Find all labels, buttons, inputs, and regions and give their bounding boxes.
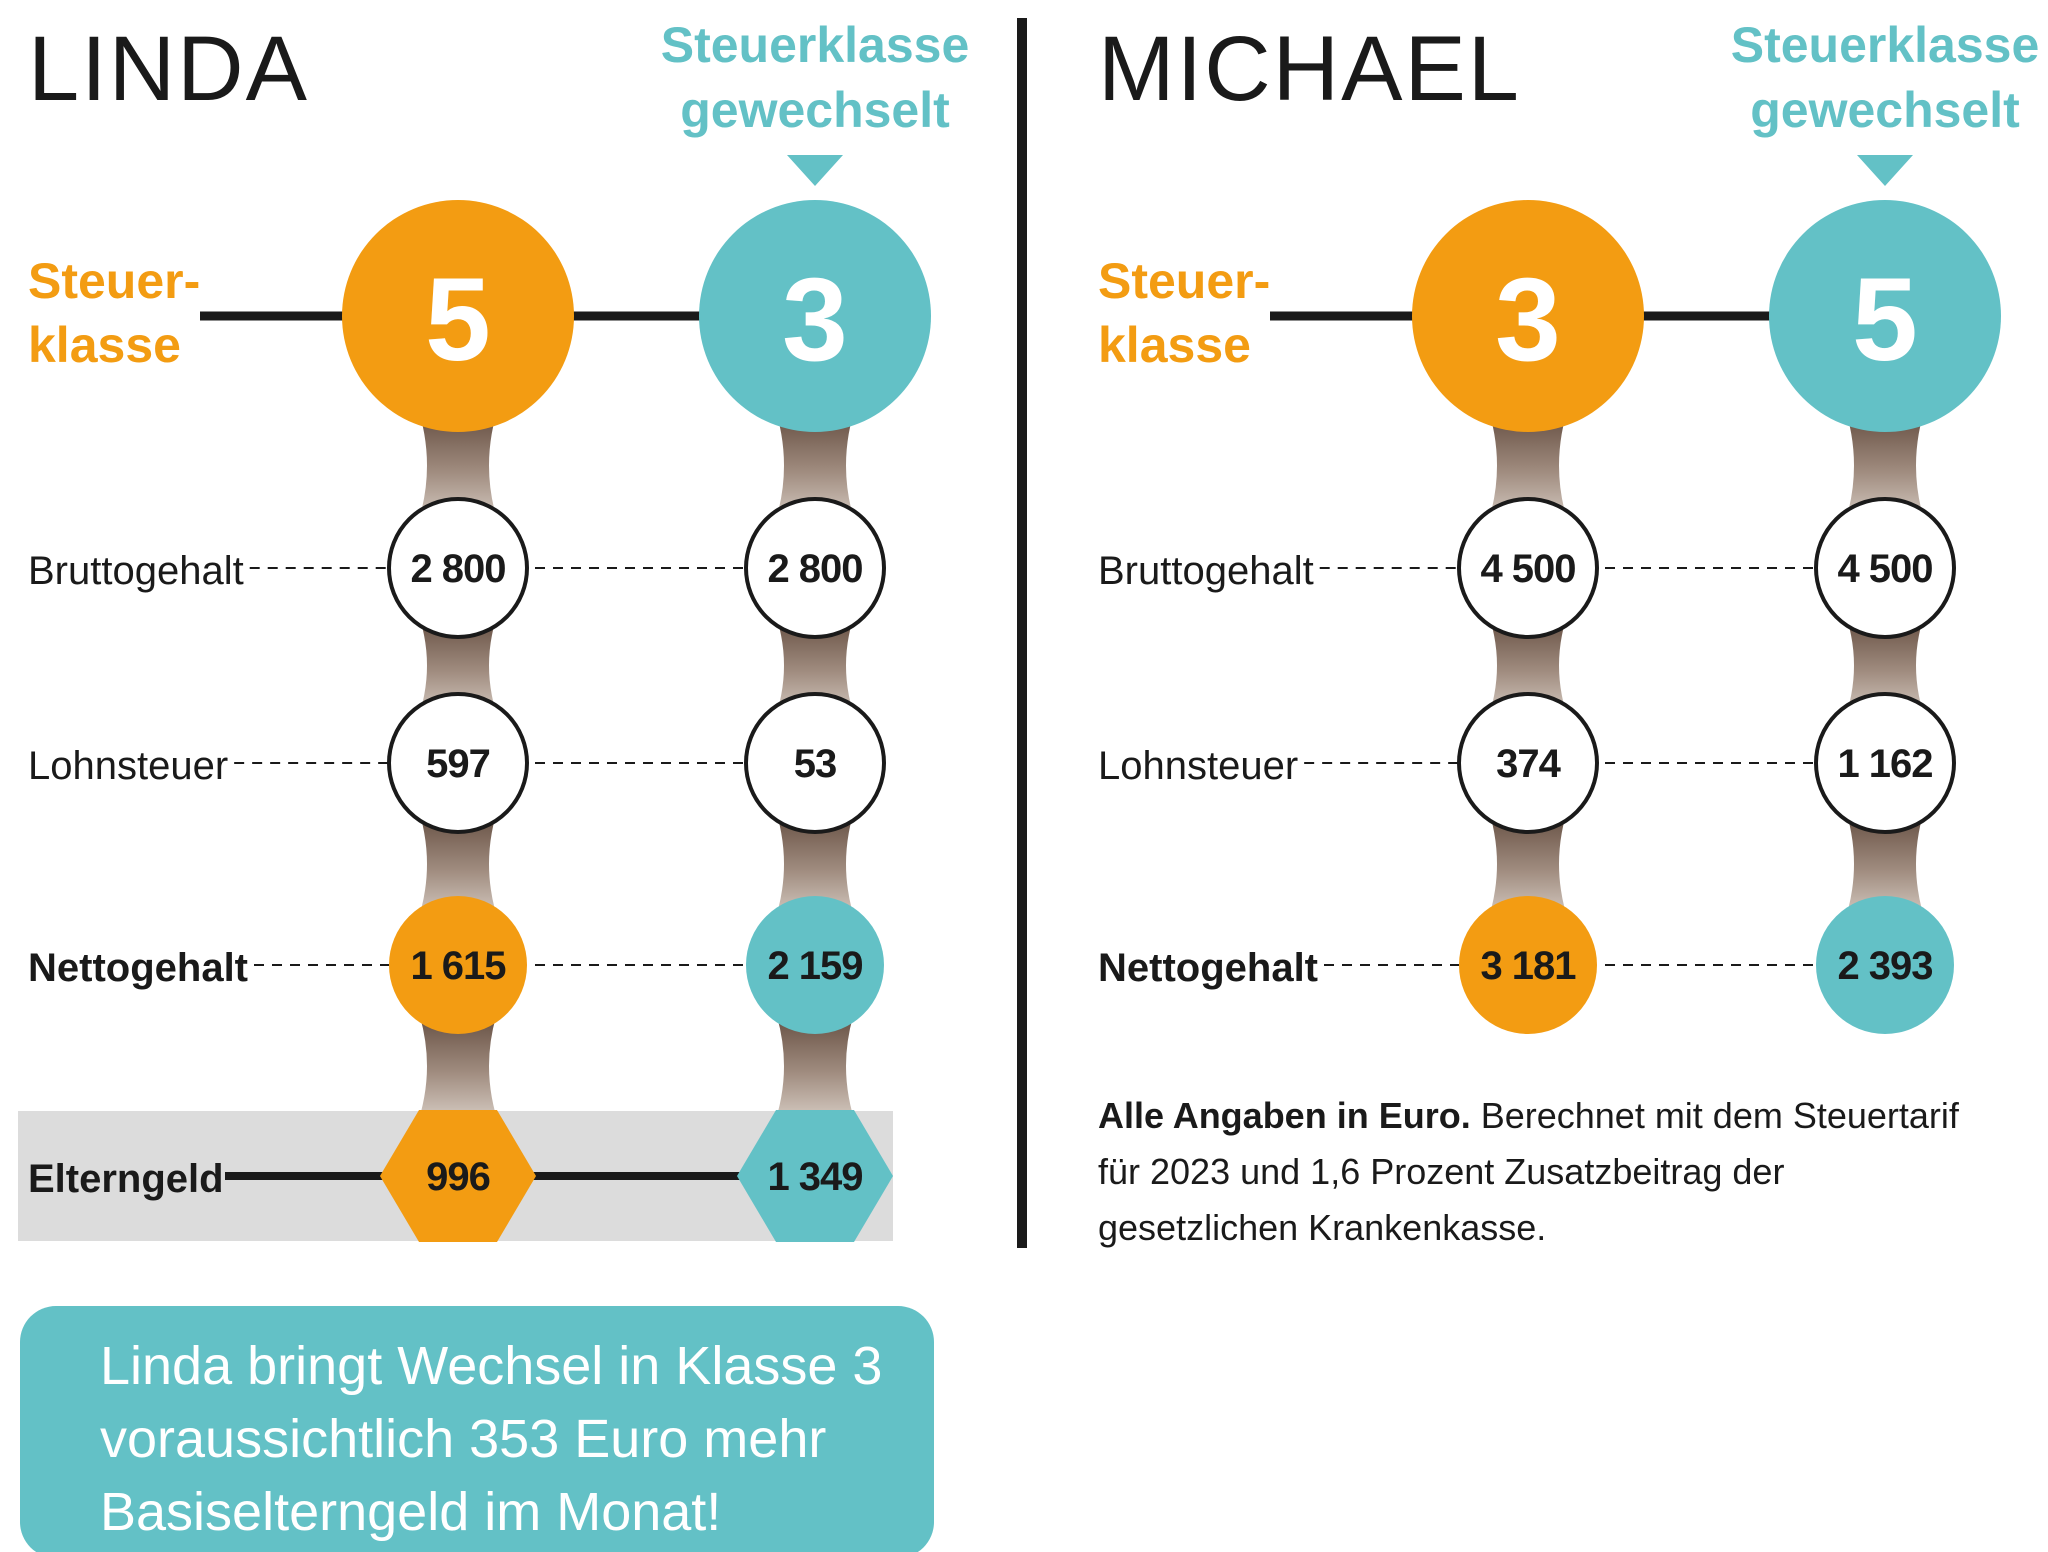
connector xyxy=(1843,402,1927,529)
value-circle xyxy=(744,692,886,834)
footnote-text: Berechnet mit dem Steuertarif xyxy=(1471,1095,1960,1136)
value-circle xyxy=(1459,896,1597,1034)
connector xyxy=(773,402,857,529)
connector xyxy=(416,607,500,724)
connector xyxy=(773,607,857,724)
panel-title: MICHAEL xyxy=(1098,18,1521,120)
value-circle xyxy=(746,896,884,1034)
class-circle xyxy=(1412,200,1644,432)
pointer-triangle xyxy=(1857,155,1913,186)
class-number: 3 xyxy=(782,254,848,386)
row-label: Lohnsteuer xyxy=(1098,744,1298,788)
value-circle xyxy=(389,896,527,1034)
value-label: 2 800 xyxy=(410,547,505,591)
connector xyxy=(1486,402,1570,529)
value-label: 2 393 xyxy=(1837,944,1932,988)
class-circle xyxy=(342,200,574,432)
footnote-line3: gesetzlichen Krankenkasse. xyxy=(1098,1207,1546,1248)
elterngeld-hexagon xyxy=(380,1110,536,1242)
connector xyxy=(773,1004,857,1128)
class-circle xyxy=(1769,200,2001,432)
connector xyxy=(1486,607,1570,724)
value-label: 2 800 xyxy=(767,547,862,591)
value-label: 53 xyxy=(794,742,837,786)
row-label: Nettogehalt xyxy=(28,946,248,990)
value-circle xyxy=(1814,497,1956,639)
elterngeld-value: 1 349 xyxy=(767,1155,862,1199)
class-number: 5 xyxy=(425,254,491,386)
callout-line: voraussichtlich 353 Euro mehr xyxy=(100,1409,826,1469)
elterngeld-hexagon xyxy=(737,1110,893,1242)
value-circle xyxy=(1457,692,1599,834)
steuerklasse-label-line1: Steuer- xyxy=(28,253,200,309)
steuerklasse-label-line1: Steuer- xyxy=(1098,253,1270,309)
value-label: 4 500 xyxy=(1837,547,1932,591)
connector xyxy=(416,402,500,529)
value-label: 4 500 xyxy=(1480,547,1575,591)
value-label: 1 615 xyxy=(410,944,506,988)
switched-label-line1: Steuerklasse xyxy=(661,17,970,73)
class-number: 5 xyxy=(1852,254,1918,386)
connector xyxy=(773,802,857,926)
value-circle xyxy=(744,497,886,639)
value-label: 1 162 xyxy=(1837,742,1932,786)
class-circle xyxy=(699,200,931,432)
value-circle xyxy=(387,692,529,834)
elterngeld-label: Elterngeld xyxy=(28,1157,224,1201)
callout-box xyxy=(20,1306,934,1552)
value-label: 597 xyxy=(426,742,490,786)
value-label: 374 xyxy=(1496,742,1561,786)
value-circle xyxy=(1814,692,1956,834)
switched-label-line2: gewechselt xyxy=(1750,82,2020,138)
connector xyxy=(1843,607,1927,724)
switched-label-line1: Steuerklasse xyxy=(1731,17,2040,73)
callout-line: Linda bringt Wechsel in Klasse 3 xyxy=(100,1336,882,1396)
value-circle xyxy=(1457,497,1599,639)
connector xyxy=(1486,802,1570,926)
callout-line: Basiselterngeld im Monat! xyxy=(100,1482,721,1542)
row-label: Bruttogehalt xyxy=(28,549,244,593)
elterngeld-value: 996 xyxy=(426,1155,490,1199)
class-number: 3 xyxy=(1495,254,1561,386)
row-label: Nettogehalt xyxy=(1098,946,1318,990)
switched-label-line2: gewechselt xyxy=(680,82,950,138)
connector xyxy=(416,1004,500,1128)
steuerklasse-label-line2: klasse xyxy=(1098,317,1251,373)
connector xyxy=(1843,802,1927,926)
value-circle xyxy=(1816,896,1954,1034)
panel-title: LINDA xyxy=(28,18,309,120)
row-label: Bruttogehalt xyxy=(1098,549,1314,593)
row-label: Lohnsteuer xyxy=(28,744,228,788)
value-label: 3 181 xyxy=(1480,944,1576,988)
footnote-line2: für 2023 und 1,6 Prozent Zusatzbeitrag d… xyxy=(1098,1151,1784,1192)
footnote-bold: Alle Angaben in Euro. xyxy=(1098,1095,1471,1136)
footnote-line1: Alle Angaben in Euro. Berechnet mit dem … xyxy=(1098,1095,1960,1136)
value-label: 2 159 xyxy=(767,944,862,988)
pointer-triangle xyxy=(787,155,843,186)
connector xyxy=(416,802,500,926)
steuerklasse-label-line2: klasse xyxy=(28,317,181,373)
value-circle xyxy=(387,497,529,639)
